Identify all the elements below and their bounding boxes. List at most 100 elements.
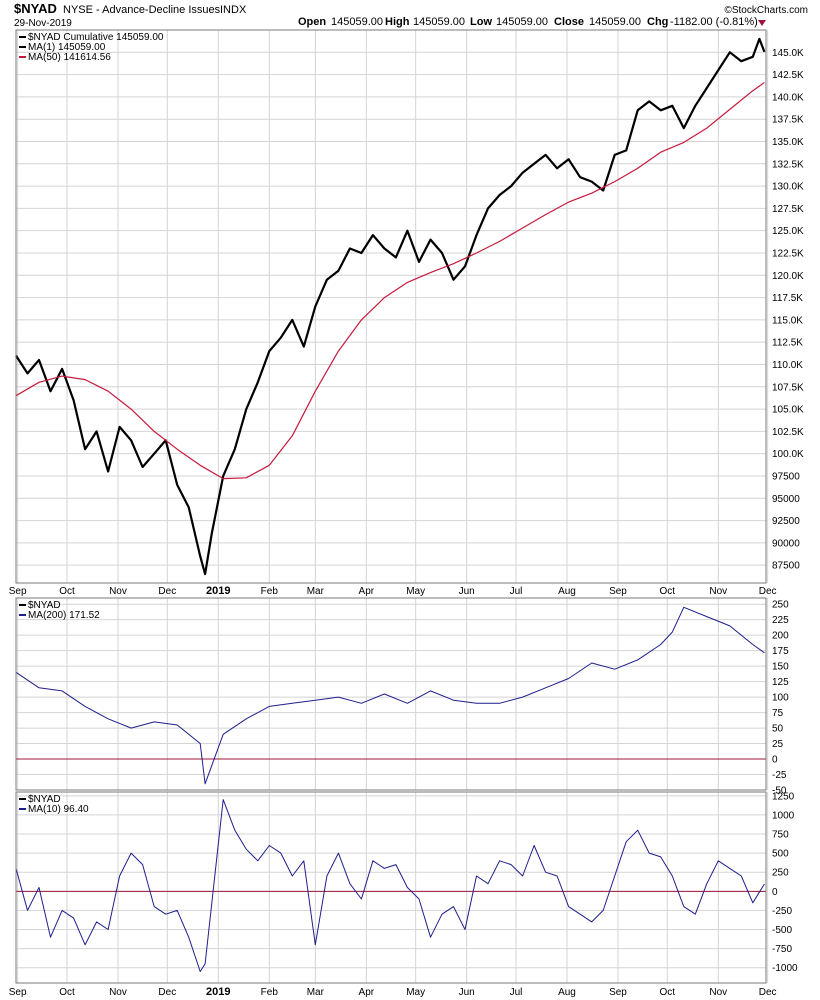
x-tick-label: Oct (660, 987, 676, 998)
high-label: High (385, 16, 410, 28)
y-tick-label: 122.5K (772, 248, 804, 259)
open-value: 145059.00 (331, 16, 383, 28)
ma200-line (15, 606, 765, 785)
x-tick-label: Nov (709, 987, 727, 998)
y-tick-label: -500 (772, 925, 792, 936)
nyad-cumulative-line (15, 37, 766, 576)
x-tick-label: May (406, 586, 425, 597)
low-label: Low (470, 16, 492, 28)
y-tick-label: 0 (772, 755, 778, 766)
y-tick-label: 142.5K (772, 70, 804, 81)
x-tick-label: Oct (59, 987, 75, 998)
x-tick-label: Feb (261, 586, 279, 597)
y-tick-label: 127.5K (772, 204, 804, 215)
chg-value: -1182.00 (-0.81%) (670, 16, 758, 28)
x-tick-label: Dec (759, 586, 777, 597)
low-value: 145059.00 (496, 16, 548, 28)
x-tick-label: Oct (660, 586, 676, 597)
y-tick-label: 125 (772, 677, 789, 688)
y-tick-label: 750 (772, 830, 789, 841)
description: NYSE - Advance-Decline Issues (63, 4, 221, 16)
x-tick-label: Jul (510, 987, 523, 998)
y-tick-label: 0 (772, 887, 778, 898)
legend-entry: MA(50) 141614.56 (28, 52, 111, 63)
y-tick-label: 145.0K (772, 48, 804, 59)
x-tick-label: Dec (759, 987, 777, 998)
x-tick-label: Feb (261, 987, 279, 998)
y-tick-label: 130.0K (772, 182, 804, 193)
x-tick-label: Nov (709, 586, 727, 597)
y-tick-label: 137.5K (772, 115, 804, 126)
x-tick-label: 2019 (206, 585, 230, 597)
y-tick-label: 97500 (772, 471, 800, 482)
y-tick-label: -25 (772, 770, 787, 781)
legend-entry: MA(10) 96.40 (28, 804, 89, 815)
y-tick-label: 90000 (772, 538, 800, 549)
y-tick-label: 112.5K (772, 338, 803, 349)
x-tick-label: Oct (59, 586, 75, 597)
y-tick-label: 87500 (772, 561, 800, 572)
y-tick-label: -750 (772, 944, 792, 955)
legend-entry: MA(1) 145059.00 (28, 42, 106, 53)
exchange: INDX (220, 4, 247, 16)
x-tick-label: May (406, 987, 425, 998)
ma200-indicator-panel: -50 -25 0 25 50 75 100 125 150 175 200 225 250 $NYADM… (15, 597, 789, 797)
y-tick-label: -250 (772, 906, 792, 917)
chart-date: 29-Nov-2019 (14, 18, 72, 29)
x-tick-label: Jun (459, 987, 475, 998)
panel-frame (15, 791, 767, 984)
y-tick-label: 75 (772, 708, 784, 719)
x-tick-label: Sep (609, 987, 627, 998)
legend-entry: MA(200) 171.52 (28, 610, 100, 621)
x-tick-label: 2019 (206, 986, 230, 998)
x-tick-label: Mar (307, 987, 325, 998)
x-tick-label: Jun (459, 586, 475, 597)
watermark: ©StockCharts.com (724, 5, 808, 16)
close-label: Close (554, 16, 584, 28)
y-tick-label: 105.0K (772, 405, 804, 416)
symbol: $NYAD (14, 1, 57, 16)
x-tick-label: Nov (109, 586, 127, 597)
open-label: Open (298, 16, 326, 28)
y-tick-label: 100.0K (772, 449, 804, 460)
y-tick-label: 107.5K (772, 382, 804, 393)
high-value: 145059.00 (413, 16, 465, 28)
y-tick-label: 132.5K (772, 159, 804, 170)
y-tick-label: 92500 (772, 516, 800, 527)
y-tick-label: 200 (772, 631, 789, 642)
down-triangle-icon (758, 20, 766, 26)
x-tick-label: Dec (158, 987, 176, 998)
y-tick-label: 135.0K (772, 137, 804, 148)
x-tick-label: Apr (359, 987, 375, 998)
x-tick-label: Apr (359, 586, 375, 597)
x-tick-label: Sep (609, 586, 627, 597)
y-tick-label: 25 (772, 739, 784, 750)
legend-entry: $NYAD (28, 600, 61, 611)
y-tick-label: 102.5K (772, 427, 804, 438)
y-tick-label: 117.5K (772, 293, 803, 304)
y-tick-label: 150 (772, 662, 789, 673)
y-tick-label: -50 (772, 786, 787, 797)
y-tick-label: 50 (772, 724, 784, 735)
y-tick-label: 140.0K (772, 92, 804, 103)
y-tick-label: 500 (772, 849, 789, 860)
x-tick-label: Dec (158, 586, 176, 597)
y-tick-label: 100 (772, 693, 789, 704)
x-tick-label: Sep (9, 586, 27, 597)
y-tick-label: 125.0K (772, 226, 804, 237)
panel-frame (15, 597, 767, 791)
y-tick-label: 110.0K (772, 360, 803, 371)
y-tick-label: -1000 (772, 963, 798, 974)
legend-entry: $NYAD (28, 794, 61, 805)
x-tick-label: Aug (558, 586, 576, 597)
chg-label: Chg (647, 16, 668, 28)
main-price-panel: 87500 90000 92500 95000 97500 100.0K 102.5K 105… (9, 29, 804, 597)
x-tick-label: Nov (109, 987, 127, 998)
ma10-indicator-panel: -1000 -750 -500 -250 0 250 500 750 1000 1250 $NYAD… (9, 791, 798, 998)
y-tick-label: 175 (772, 646, 789, 657)
x-tick-label: Jul (510, 586, 523, 597)
x-tick-label: Sep (9, 987, 27, 998)
y-tick-label: 1250 (772, 791, 795, 802)
ma10-line (15, 799, 765, 972)
